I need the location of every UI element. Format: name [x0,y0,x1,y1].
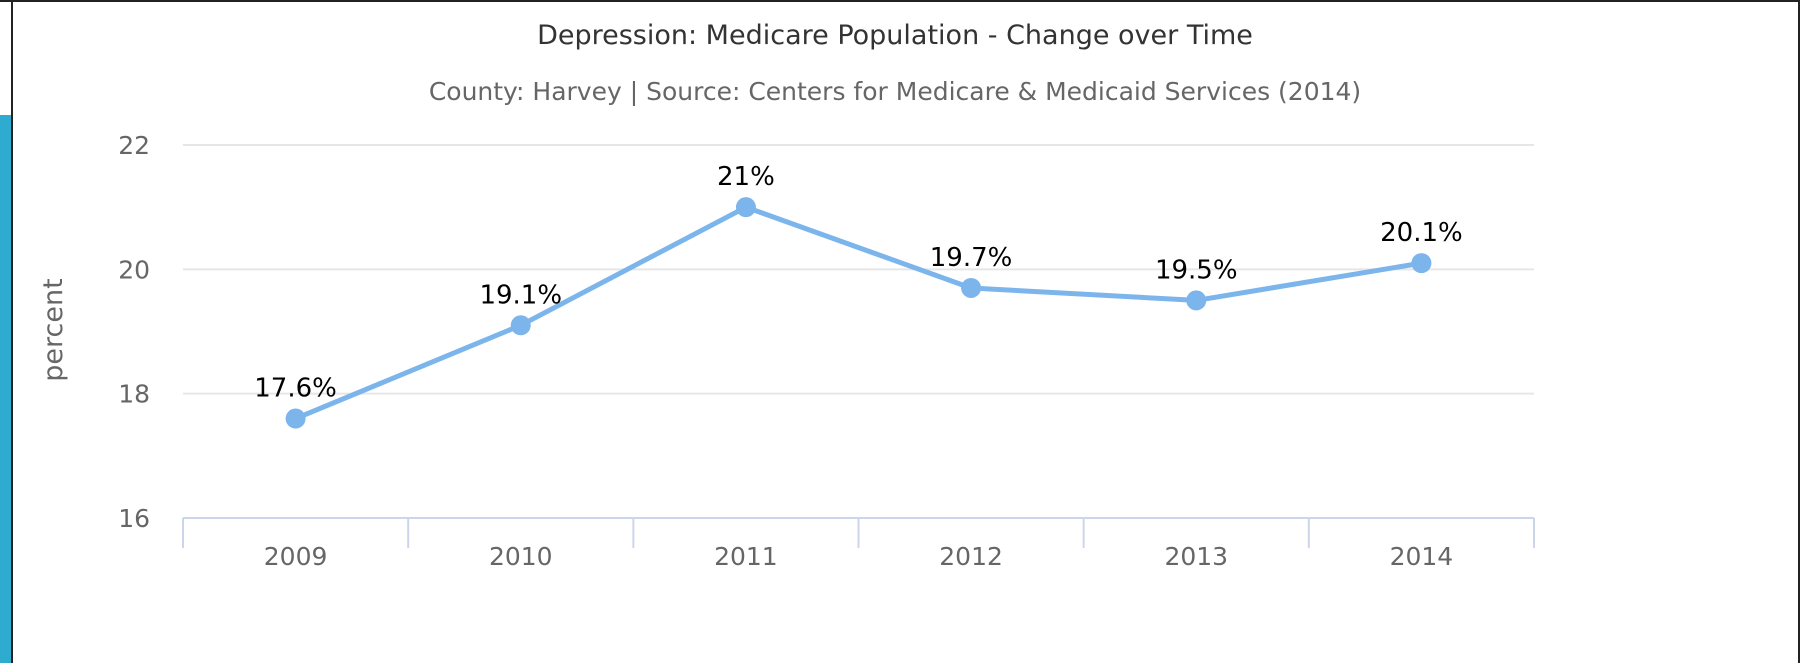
x-tick-label: 2014 [1390,542,1454,571]
chart-subtitle: County: Harvey | Source: Centers for Med… [429,77,1361,106]
x-axis-ticks: 2009 2010 2011 2012 2013 2014 [264,542,1453,571]
data-point [961,277,982,298]
data-points [285,197,1432,429]
data-point [735,197,756,218]
accent-bar [0,115,11,663]
data-label: 20.1% [1380,218,1463,248]
x-tick-label: 2012 [939,542,1003,571]
data-label: 19.1% [479,280,562,310]
data-point [1411,253,1432,274]
x-tick-label: 2011 [714,542,778,571]
y-tick-label: 20 [118,255,150,284]
y-tick-label: 16 [118,504,150,533]
y-axis-ticks: 16 18 20 22 [118,131,150,533]
data-label: 19.5% [1155,255,1238,285]
data-point [1186,290,1207,311]
data-point [510,315,531,336]
data-point [285,408,306,429]
chart-title: Depression: Medicare Population - Change… [537,20,1253,51]
series-line [293,204,1424,422]
y-tick-label: 22 [118,131,150,160]
grid-lines [183,144,1534,395]
data-label: 21% [717,162,775,192]
x-axis [182,517,1535,548]
y-axis-label: percent [38,278,69,381]
left-border [11,0,13,663]
data-label: 17.6% [254,374,337,404]
x-tick-label: 2010 [489,542,553,571]
data-label: 19.7% [930,243,1013,273]
data-labels: 17.6% 19.1% 21% 19.7% 19.5% 20.1% [254,162,1462,403]
x-tick-label: 2013 [1164,542,1228,571]
x-tick-label: 2009 [264,542,328,571]
series-path [293,204,1424,422]
y-tick-label: 18 [118,380,150,409]
